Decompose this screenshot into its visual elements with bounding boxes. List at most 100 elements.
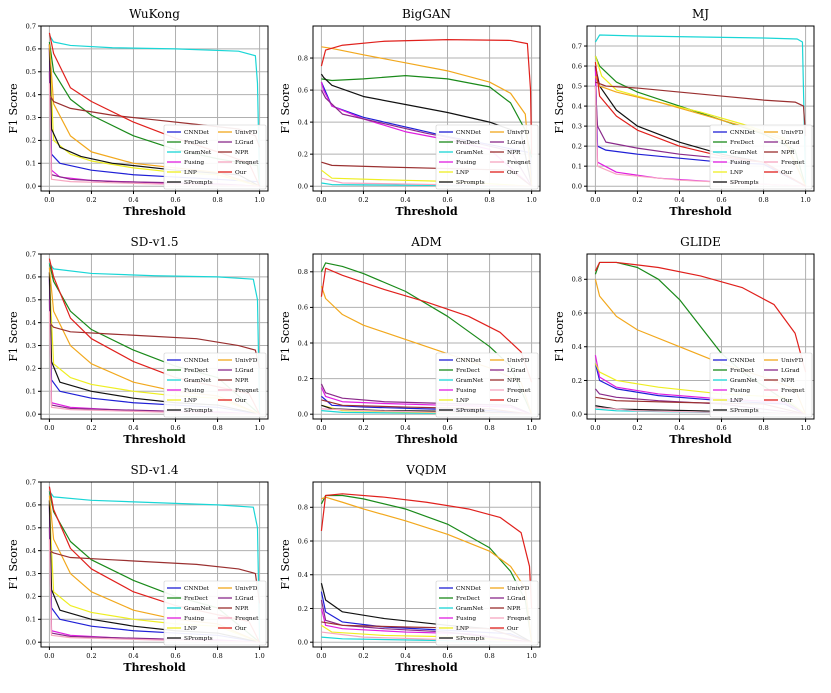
- y-tick-label: 0.5: [26, 296, 36, 304]
- series-line-gramnet: [594, 34, 807, 187]
- legend-label-lgrad: LGrad: [781, 368, 800, 374]
- series-line-fredect: [321, 75, 533, 158]
- legend-label-our: Our: [235, 626, 246, 632]
- x-tick-label: 0.8: [758, 424, 768, 432]
- y-tick-label: 0.0: [572, 410, 582, 418]
- series-line-npr: [49, 550, 261, 604]
- legend-label-univfd: UnivFD: [235, 358, 258, 364]
- legend-label-fredect: FreDect: [456, 368, 481, 374]
- legend-label-cnndet: CNNDet: [184, 586, 210, 592]
- chart-glide: 0.0 0.2 0.4 0.6 0.8 1.0 0.0 0.2 0.4 0.6 0.8 GLIDE Th…: [553, 235, 815, 446]
- legend-label-gramnet: GramNet: [456, 150, 484, 156]
- legend-label-cnndet: CNNDet: [184, 358, 210, 364]
- legend-label-fredect: FreDect: [456, 596, 481, 602]
- legend-label-npr: NPR: [507, 378, 521, 384]
- x-tick-label: 1.0: [800, 424, 810, 432]
- legend-label-lgrad: LGrad: [507, 596, 526, 602]
- y-tick-label: 0.0: [26, 410, 36, 418]
- legend-label-our: Our: [235, 398, 246, 404]
- y-tick-label: 0.3: [572, 122, 582, 130]
- legend-label-gramnet: GramNet: [730, 378, 758, 384]
- legend-label-fredect: FreDect: [184, 140, 209, 146]
- chart-sd-v1-4: 0.0 0.2 0.4 0.6 0.8 1.0 0.0 0.1 0.2 0.3 0.4 0.5 0.6 0…: [7, 463, 269, 674]
- legend-label-npr: NPR: [781, 150, 795, 156]
- chart-title: GLIDE: [680, 235, 721, 249]
- legend-label-fredect: FreDect: [184, 596, 209, 602]
- series-line-our: [320, 267, 533, 383]
- y-tick-label: 0.6: [572, 309, 582, 317]
- y-tick-label: 0.4: [572, 343, 582, 351]
- x-tick-label: 0.2: [358, 652, 368, 660]
- legend-label-lgrad: LGrad: [507, 368, 526, 374]
- x-tick-label: 0.2: [358, 424, 368, 432]
- y-tick-label: 0.8: [298, 54, 308, 62]
- legend-label-npr: NPR: [235, 150, 249, 156]
- chart-wukong: 0.0 0.2 0.4 0.6 0.8 1.0 0.0 0.1 0.2 0.3 0.4 0.5 0.6 0…: [7, 7, 269, 218]
- legend-label-our: Our: [507, 170, 518, 176]
- legend: CNNDet UnivFD FreDect LGrad GramNet NPR Fusing…: [709, 352, 813, 418]
- plot-frame: [312, 481, 541, 648]
- x-tick-label: 0.0: [590, 196, 600, 204]
- y-axis-label: F1 Score: [7, 539, 20, 589]
- x-tick-label: 1.0: [526, 196, 536, 204]
- legend-label-lnp: LNP: [730, 398, 743, 404]
- x-tick-label: 0.6: [442, 652, 452, 660]
- y-tick-label: 0.5: [26, 68, 36, 76]
- chart-title: SD-v1.4: [131, 463, 179, 477]
- x-tick-label: 0.4: [674, 424, 684, 432]
- x-tick-label: 0.4: [400, 424, 410, 432]
- legend-label-our: Our: [507, 626, 518, 632]
- x-tick-label: 0.0: [44, 652, 54, 660]
- y-tick-label: 0.8: [298, 268, 308, 276]
- x-tick-label: 0.4: [128, 652, 138, 660]
- y-tick-label: 0.4: [572, 102, 582, 110]
- x-tick-label: 1.0: [254, 424, 264, 432]
- legend: CNNDet UnivFD FreDect LGrad GramNet NPR Fusing…: [163, 352, 267, 418]
- y-tick-label: 0.7: [26, 478, 36, 486]
- plot-frame: [586, 25, 815, 192]
- chart-title: MJ: [692, 7, 709, 21]
- series-line-our: [594, 261, 807, 373]
- legend-label-lgrad: LGrad: [235, 368, 254, 374]
- legend-label-sprompts: SPrompts: [184, 408, 213, 414]
- y-tick-label: 0.8: [298, 504, 308, 512]
- legend-label-lgrad: LGrad: [507, 140, 526, 146]
- y-tick-label: 0.4: [298, 571, 308, 579]
- series-line-univfd: [321, 496, 533, 643]
- y-tick-label: 0.6: [298, 304, 308, 312]
- y-tick-label: 0.4: [26, 91, 36, 99]
- chart-title: SD-v1.5: [131, 235, 179, 249]
- legend-label-lnp: LNP: [184, 398, 197, 404]
- legend-label-lnp: LNP: [184, 170, 197, 176]
- y-tick-label: 0.0: [298, 638, 308, 646]
- y-tick-label: 0.6: [298, 537, 308, 545]
- series-line-gramnet: [48, 490, 261, 643]
- x-tick-label: 0.0: [590, 424, 600, 432]
- series-line-our: [320, 39, 533, 155]
- y-tick-label: 0.7: [26, 22, 36, 30]
- chart-title: WuKong: [129, 7, 180, 21]
- legend-label-freqnet: Freqnet: [235, 616, 259, 622]
- legend-label-fusing: Fusing: [456, 160, 476, 166]
- legend-box: [163, 124, 267, 190]
- legend-label-our: Our: [781, 170, 792, 176]
- x-tick-label: 0.4: [128, 196, 138, 204]
- legend: CNNDet UnivFD FreDect LGrad GramNet NPR Fusing…: [435, 352, 539, 418]
- y-axis-label: F1 Score: [7, 83, 20, 133]
- legend-label-cnndet: CNNDet: [184, 130, 210, 136]
- legend-label-univfd: UnivFD: [235, 130, 258, 136]
- x-tick-label: 1.0: [254, 196, 264, 204]
- x-axis-label: Threshold: [395, 661, 458, 674]
- x-tick-label: 1.0: [254, 652, 264, 660]
- y-tick-label: 0.1: [26, 616, 36, 624]
- y-tick-label: 0.3: [26, 570, 36, 578]
- legend-label-our: Our: [507, 398, 518, 404]
- y-tick-label: 0.7: [26, 250, 36, 258]
- legend-box: [435, 124, 539, 190]
- legend-label-univfd: UnivFD: [781, 358, 804, 364]
- y-tick-label: 0.6: [26, 45, 36, 53]
- legend-label-lnp: LNP: [730, 170, 743, 176]
- y-tick-label: 0.4: [26, 319, 36, 327]
- x-tick-label: 0.6: [170, 652, 180, 660]
- y-tick-label: 0.0: [298, 182, 308, 190]
